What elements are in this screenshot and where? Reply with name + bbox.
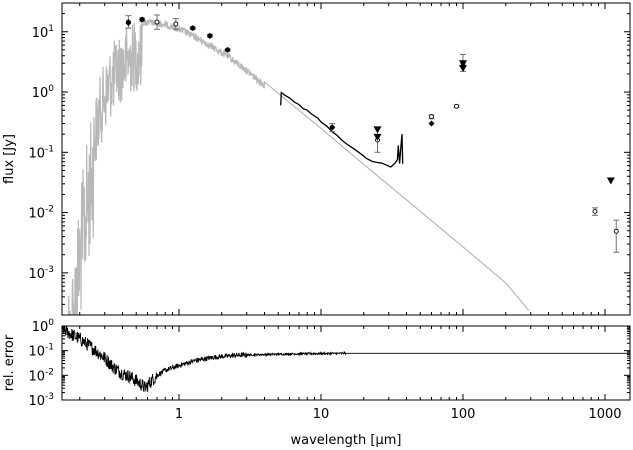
x-tick-label: 100 (451, 407, 476, 422)
y-tick-label: 10-2 (28, 205, 54, 222)
x-axis-label: wavelength [μm] (291, 433, 402, 448)
y-tick-label: 10-2 (28, 367, 54, 384)
x-tick-label: 10 (313, 407, 330, 422)
photometry-point (454, 103, 459, 109)
bottom-data-layer (62, 326, 630, 392)
bottom-y-axis-label: rel. error (2, 334, 17, 391)
y-tick-label: 10-3 (28, 265, 54, 282)
model-spectrum-band (68, 18, 530, 315)
top-data-layer (125, 14, 620, 253)
y-tick-label: 10-1 (28, 144, 54, 161)
x-tick-label: 1000 (588, 407, 621, 422)
bottom-plot-frame (61, 325, 631, 401)
model-flux-marker (189, 25, 196, 32)
photometry-point (592, 208, 598, 214)
top-panel: 10-3 10-2 10-1 100 101 flux [Jy] (2, 2, 631, 316)
model-flux-marker (125, 19, 132, 26)
x-tick-label: 1 (175, 407, 183, 422)
y-tick-label: 100 (32, 84, 55, 101)
y-tick-label: 10-3 (28, 392, 54, 409)
photometry-point (154, 19, 160, 25)
y-tick-label: 101 (32, 24, 54, 41)
photometry-point (429, 114, 434, 120)
model-flux-marker (428, 120, 435, 127)
model-spectrum-line (68, 18, 530, 315)
bottom-panel: 1 10 100 1000 10-3 10-2 10-1 100 rel. error (2, 318, 631, 422)
upper-limit-marker (606, 177, 615, 185)
top-y-axis-label: flux [Jy] (2, 134, 17, 184)
photometry-point (173, 21, 179, 27)
upper-limit-marker (458, 65, 467, 73)
model-flux-marker (224, 46, 231, 53)
model-flux-marker (329, 124, 336, 131)
model-flux-marker (206, 33, 213, 40)
y-tick-label: 100 (32, 318, 55, 335)
upper-limit-marker (458, 60, 467, 68)
upper-limit-marker (373, 133, 382, 141)
upper-limit-marker (373, 126, 382, 134)
irs-spectrum-line (280, 91, 404, 168)
y-tick-label: 10-1 (28, 343, 54, 360)
photometry-point (613, 228, 619, 234)
top-plot-frame (61, 2, 631, 316)
relative-error-line (62, 326, 630, 392)
model-flux-marker (139, 16, 146, 23)
